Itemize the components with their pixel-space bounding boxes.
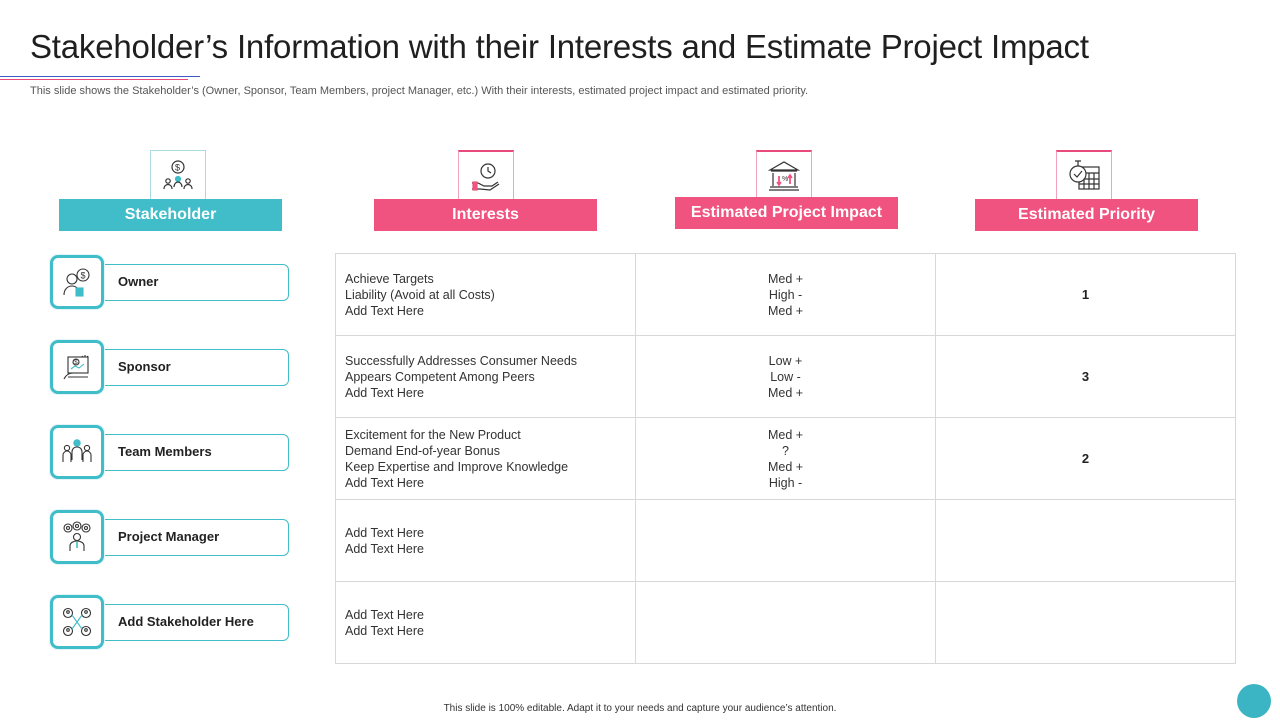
team-members-icon — [50, 425, 104, 479]
impact-line: Med + — [767, 271, 804, 286]
stakeholder-item-sponsor: Sponsor $ — [50, 340, 290, 394]
sponsor-icon: $ — [50, 340, 104, 394]
interests-cell: Add Text Here Add Text Here — [336, 582, 636, 663]
impact-line: ? — [782, 443, 789, 458]
network-people-icon — [50, 595, 104, 649]
page-title: Stakeholder’s Information with their Int… — [30, 28, 1089, 65]
decorative-circle — [1237, 684, 1271, 718]
impact-cell — [636, 500, 936, 581]
bank-percent-icon: % — [756, 150, 812, 200]
priority-cell — [936, 582, 1235, 663]
impact-line: High - — [768, 475, 803, 490]
svg-text:$: $ — [74, 360, 78, 366]
table-row: Achieve Targets Liability (Avoid at all … — [336, 254, 1235, 336]
priority-cell: 2 — [1081, 451, 1090, 466]
stakeholder-item-team-members: Team Members — [50, 425, 290, 479]
stopwatch-calendar-icon — [1056, 150, 1112, 200]
stakeholder-table: Achieve Targets Liability (Avoid at all … — [335, 253, 1236, 664]
stakeholder-label-box — [96, 264, 289, 301]
stakeholder-label: Team Members — [118, 444, 212, 459]
impact-line: Med + — [767, 427, 804, 442]
interest-line: Add Text Here — [345, 623, 424, 638]
stakeholder-item-owner: Owner $ — [50, 255, 290, 309]
stakeholder-label-box — [96, 434, 289, 471]
impact-cell: Med + High - Med + — [636, 254, 936, 335]
impact-line: Med + — [767, 459, 804, 474]
priority-cell: 3 — [1081, 369, 1090, 384]
header-stakeholder: Stakeholder — [59, 199, 282, 231]
header-estimated-priority: Estimated Priority — [975, 199, 1198, 231]
project-manager-icon — [50, 510, 104, 564]
table-row: Add Text Here Add Text Here — [336, 500, 1235, 582]
interest-line: Add Text Here — [345, 541, 424, 556]
impact-cell — [636, 582, 936, 663]
impact-line: Med + — [767, 385, 804, 400]
interest-line: Add Text Here — [345, 303, 424, 318]
interest-line: Add Text Here — [345, 475, 424, 490]
interest-line: Add Text Here — [345, 525, 424, 540]
priority-cell: 1 — [1081, 287, 1090, 302]
dollar-people-icon: $ — [150, 150, 206, 200]
stakeholder-label-box — [96, 519, 289, 556]
impact-line: Low + — [768, 353, 803, 368]
stakeholder-label: Sponsor — [118, 359, 171, 374]
impact-line: Low - — [770, 369, 801, 384]
table-row: Excitement for the New Product Demand En… — [336, 418, 1235, 500]
interest-line: Add Text Here — [345, 607, 424, 622]
table-row: Add Text Here Add Text Here — [336, 582, 1235, 663]
impact-cell: Low + Low - Med + — [636, 336, 936, 417]
interests-cell: Successfully Addresses Consumer Needs Ap… — [336, 336, 636, 417]
stakeholder-item-project-manager: Project Manager — [50, 510, 290, 564]
stakeholder-label: Add Stakeholder Here — [118, 614, 254, 629]
title-underline-pink — [0, 79, 188, 80]
interest-line: Appears Competent Among Peers — [345, 369, 535, 384]
interests-cell: Achieve Targets Liability (Avoid at all … — [336, 254, 636, 335]
svg-text:$: $ — [175, 162, 180, 172]
priority-cell — [936, 500, 1235, 581]
impact-cell: Med + ? Med + High - — [636, 418, 936, 499]
stakeholder-item-add-stakeholder: Add Stakeholder Here — [50, 595, 290, 649]
header-estimated-project-impact: Estimated Project Impact — [675, 197, 898, 229]
interest-line: Demand End-of-year Bonus — [345, 443, 500, 458]
interest-line: Liability (Avoid at all Costs) — [345, 287, 495, 302]
clock-hand-icon — [458, 150, 514, 200]
footer-note: This slide is 100% editable. Adapt it to… — [443, 703, 837, 714]
interest-line: Successfully Addresses Consumer Needs — [345, 353, 578, 368]
header-interests: Interests — [374, 199, 597, 231]
impact-line: High - — [768, 287, 803, 302]
stakeholder-label-box — [96, 604, 289, 641]
impact-line: Med + — [767, 303, 804, 318]
svg-text:%: % — [782, 176, 788, 183]
interest-line: Add Text Here — [345, 385, 424, 400]
interest-line: Achieve Targets — [345, 271, 434, 286]
stakeholder-label: Owner — [118, 274, 159, 289]
title-underline-blue — [0, 76, 200, 77]
interest-line: Excitement for the New Product — [345, 427, 521, 442]
interests-cell: Excitement for the New Product Demand En… — [336, 418, 636, 499]
interest-line: Keep Expertise and Improve Knowledge — [345, 459, 569, 474]
stakeholder-label: Project Manager — [118, 529, 220, 544]
owner-icon: $ — [50, 255, 104, 309]
svg-text:$: $ — [81, 271, 86, 281]
table-row: Successfully Addresses Consumer Needs Ap… — [336, 336, 1235, 418]
page-subtitle: This slide shows the Stakeholder’s (Owne… — [30, 85, 809, 97]
interests-cell: Add Text Here Add Text Here — [336, 500, 636, 581]
